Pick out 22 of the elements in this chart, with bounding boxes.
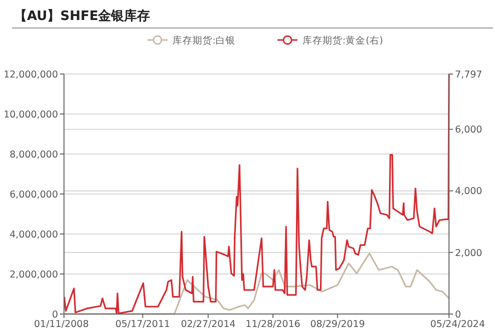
x-tick-label: 08/29/2019 — [310, 319, 365, 330]
line-series — [63, 73, 450, 314]
y2-tick-label: 2,000 — [455, 248, 482, 259]
chart-title: 【AU】SHFE金银库存 — [14, 8, 150, 24]
x-tick-label: 11/28/2016 — [246, 319, 300, 330]
y2-tick-label: 7,797 — [455, 69, 482, 80]
y-tick-label: 0 — [52, 309, 58, 320]
x-tick-label: 02/27/2014 — [180, 319, 236, 330]
y-tick-label: 4,000,000 — [10, 229, 58, 240]
x-tick-label: 05/24/2024 — [430, 319, 485, 330]
y2-tick-label: 4,000 — [455, 186, 482, 198]
y-tick-label: 8,000,000 — [10, 149, 58, 160]
legend-label: 库存期货:黄金(右) — [302, 34, 384, 46]
y-tick-label: 6,000,000 — [10, 189, 58, 200]
y-tick-label: 10,000,000 — [4, 109, 58, 120]
y-tick-label: 12,000,000 — [4, 69, 58, 80]
x-tick-label: 01/11/2008 — [34, 319, 89, 330]
y-tick-label: 2,000,000 — [10, 269, 58, 280]
legend-label: 库存期货:白银 — [172, 34, 236, 46]
x-tick-label: 05/17/2011 — [115, 319, 170, 330]
y2-tick-label: 0 — [455, 309, 462, 320]
y2-tick-label: 6,000 — [455, 124, 482, 136]
